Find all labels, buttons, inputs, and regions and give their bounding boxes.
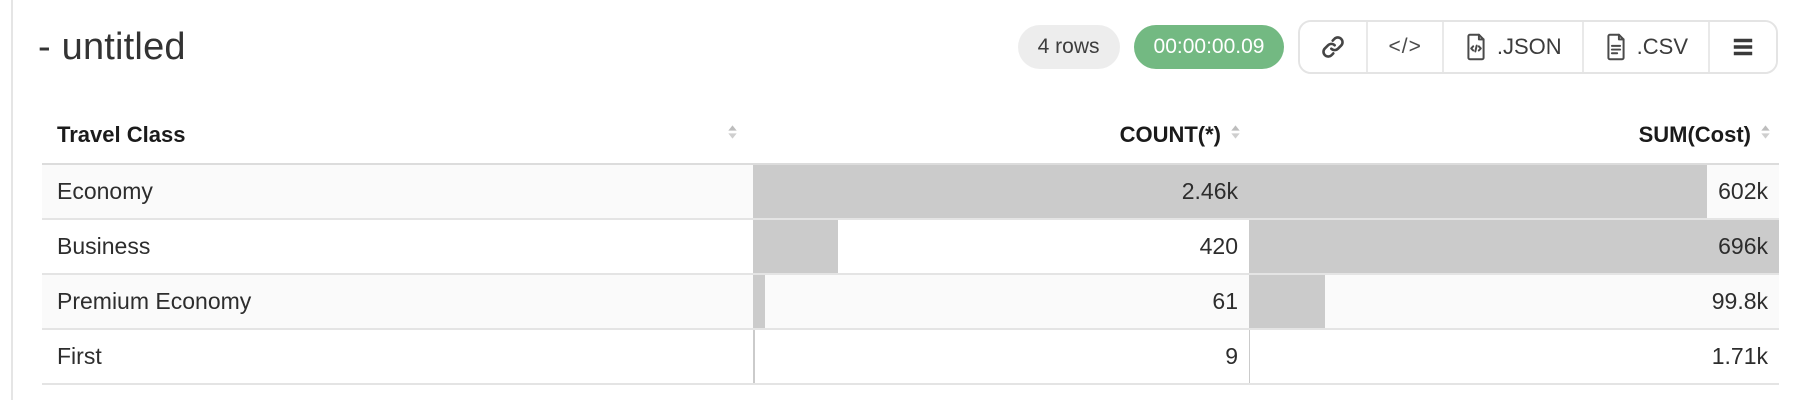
panel-divider xyxy=(11,0,13,400)
column-header-count[interactable]: COUNT(*) xyxy=(753,107,1249,163)
cell-count: 2.46k xyxy=(753,165,1249,218)
cell-count: 9 xyxy=(753,330,1249,383)
link-icon xyxy=(1320,34,1346,60)
export-json-button[interactable]: .JSON xyxy=(1441,22,1582,72)
cell-value: 602k xyxy=(1718,178,1768,204)
copy-link-button[interactable] xyxy=(1300,22,1367,72)
sum-bar xyxy=(1249,165,1708,218)
view-code-button[interactable]: </> xyxy=(1366,22,1442,72)
table-row: Premium Economy 61 99.8k xyxy=(42,275,1779,330)
export-json-label: .JSON xyxy=(1496,34,1562,59)
topbar: - untitled 4 rows 00:00:00.09 </> xyxy=(0,0,1816,74)
cell-sum: 696k xyxy=(1249,220,1779,273)
column-header-label: Travel Class xyxy=(57,122,186,147)
table-body: Economy 2.46k 602k Business 420 xyxy=(42,165,1779,385)
cell-sum: 602k xyxy=(1249,165,1779,218)
query-duration-badge: 00:00:00.09 xyxy=(1133,25,1285,69)
hamburger-menu-icon xyxy=(1730,34,1756,60)
cell-sum: 1.71k xyxy=(1249,330,1779,383)
export-csv-button[interactable]: .CSV xyxy=(1581,22,1708,72)
cell-travel-class: Economy xyxy=(57,178,153,204)
cell-value: 1.71k xyxy=(1711,343,1768,369)
cell-value: 61 xyxy=(1212,288,1238,314)
table-row: Business 420 696k xyxy=(42,220,1779,275)
table-row: Economy 2.46k 602k xyxy=(42,165,1779,220)
cell-travel-class: Premium Economy xyxy=(57,288,252,314)
cell-sum: 99.8k xyxy=(1249,275,1779,328)
count-bar xyxy=(753,275,766,328)
row-count-badge: 4 rows xyxy=(1017,25,1120,69)
sort-icon[interactable] xyxy=(1228,122,1243,148)
column-header-travel-class[interactable]: Travel Class xyxy=(42,107,753,163)
result-controls: 4 rows 00:00:00.09 </> xyxy=(1017,20,1778,74)
cell-value: 9 xyxy=(1225,343,1238,369)
table-header-row: Travel Class COUNT(*) SU xyxy=(42,107,1779,165)
count-bar xyxy=(753,330,755,383)
csv-file-icon xyxy=(1604,33,1628,61)
column-header-sum[interactable]: SUM(Cost) xyxy=(1249,107,1779,163)
sum-bar xyxy=(1249,275,1325,328)
cell-travel-class: First xyxy=(57,343,102,369)
cell-count: 61 xyxy=(753,275,1249,328)
export-csv-label: .CSV xyxy=(1636,34,1688,59)
result-table: Travel Class COUNT(*) SU xyxy=(42,107,1779,385)
sort-icon[interactable] xyxy=(725,122,740,148)
cell-count: 420 xyxy=(753,220,1249,273)
table-row: First 9 1.71k xyxy=(42,330,1779,385)
code-icon: </> xyxy=(1388,35,1422,58)
count-bar xyxy=(753,220,838,273)
cell-value: 696k xyxy=(1718,233,1768,259)
cell-travel-class: Business xyxy=(57,233,151,259)
query-title: - untitled xyxy=(38,25,186,68)
column-header-label: COUNT(*) xyxy=(1119,122,1221,147)
cell-value: 420 xyxy=(1199,233,1238,259)
cell-value: 99.8k xyxy=(1711,288,1768,314)
menu-button[interactable] xyxy=(1708,22,1776,72)
sort-icon[interactable] xyxy=(1758,122,1773,148)
sum-bar xyxy=(1249,220,1779,273)
count-bar xyxy=(753,165,1249,218)
export-button-group: </> .JSON xyxy=(1298,20,1778,74)
cell-value: 2.46k xyxy=(1181,178,1238,204)
column-header-label: SUM(Cost) xyxy=(1638,122,1751,147)
sum-bar xyxy=(1249,330,1251,383)
json-file-icon xyxy=(1464,33,1488,61)
